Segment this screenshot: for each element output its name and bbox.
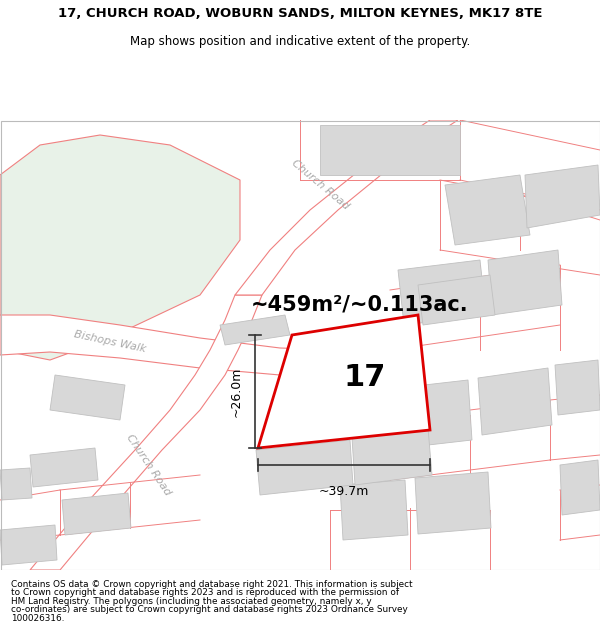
Text: Map shows position and indicative extent of the property.: Map shows position and indicative extent… — [130, 35, 470, 48]
Text: ~39.7m: ~39.7m — [319, 485, 369, 498]
Text: ~459m²/~0.113ac.: ~459m²/~0.113ac. — [251, 295, 469, 315]
Text: Bishops Walk: Bishops Walk — [73, 329, 147, 354]
Polygon shape — [320, 125, 460, 175]
Text: Contains OS data © Crown copyright and database right 2021. This information is : Contains OS data © Crown copyright and d… — [11, 579, 412, 589]
Polygon shape — [235, 120, 458, 295]
Text: ~26.0m: ~26.0m — [230, 366, 243, 417]
Text: co-ordinates) are subject to Crown copyright and database rights 2023 Ordnance S: co-ordinates) are subject to Crown copyr… — [11, 605, 407, 614]
Polygon shape — [555, 360, 600, 415]
Polygon shape — [0, 135, 240, 360]
Polygon shape — [340, 480, 408, 540]
Text: Church Road: Church Road — [289, 158, 350, 212]
Polygon shape — [62, 493, 131, 535]
Polygon shape — [258, 315, 430, 448]
Polygon shape — [30, 448, 98, 487]
Polygon shape — [445, 175, 530, 245]
Text: HM Land Registry. The polygons (including the associated geometry, namely x, y: HM Land Registry. The polygons (includin… — [11, 597, 371, 606]
Text: Church Road: Church Road — [124, 432, 172, 498]
Polygon shape — [30, 295, 262, 570]
Text: 17, CHURCH ROAD, WOBURN SANDS, MILTON KEYNES, MK17 8TE: 17, CHURCH ROAD, WOBURN SANDS, MILTON KE… — [58, 8, 542, 20]
Text: 100026316.: 100026316. — [11, 614, 64, 622]
Text: 17: 17 — [343, 362, 386, 391]
Polygon shape — [398, 380, 472, 448]
Polygon shape — [418, 275, 495, 325]
Polygon shape — [0, 468, 32, 500]
Polygon shape — [220, 315, 290, 345]
Polygon shape — [478, 368, 552, 435]
Polygon shape — [488, 250, 562, 315]
Polygon shape — [398, 260, 486, 325]
Polygon shape — [0, 315, 340, 376]
Polygon shape — [50, 375, 125, 420]
Polygon shape — [525, 165, 600, 228]
Polygon shape — [560, 460, 600, 515]
Text: to Crown copyright and database rights 2023 and is reproduced with the permissio: to Crown copyright and database rights 2… — [11, 588, 399, 598]
Polygon shape — [256, 440, 353, 495]
Polygon shape — [415, 472, 491, 534]
Polygon shape — [0, 525, 57, 565]
Polygon shape — [352, 428, 432, 485]
